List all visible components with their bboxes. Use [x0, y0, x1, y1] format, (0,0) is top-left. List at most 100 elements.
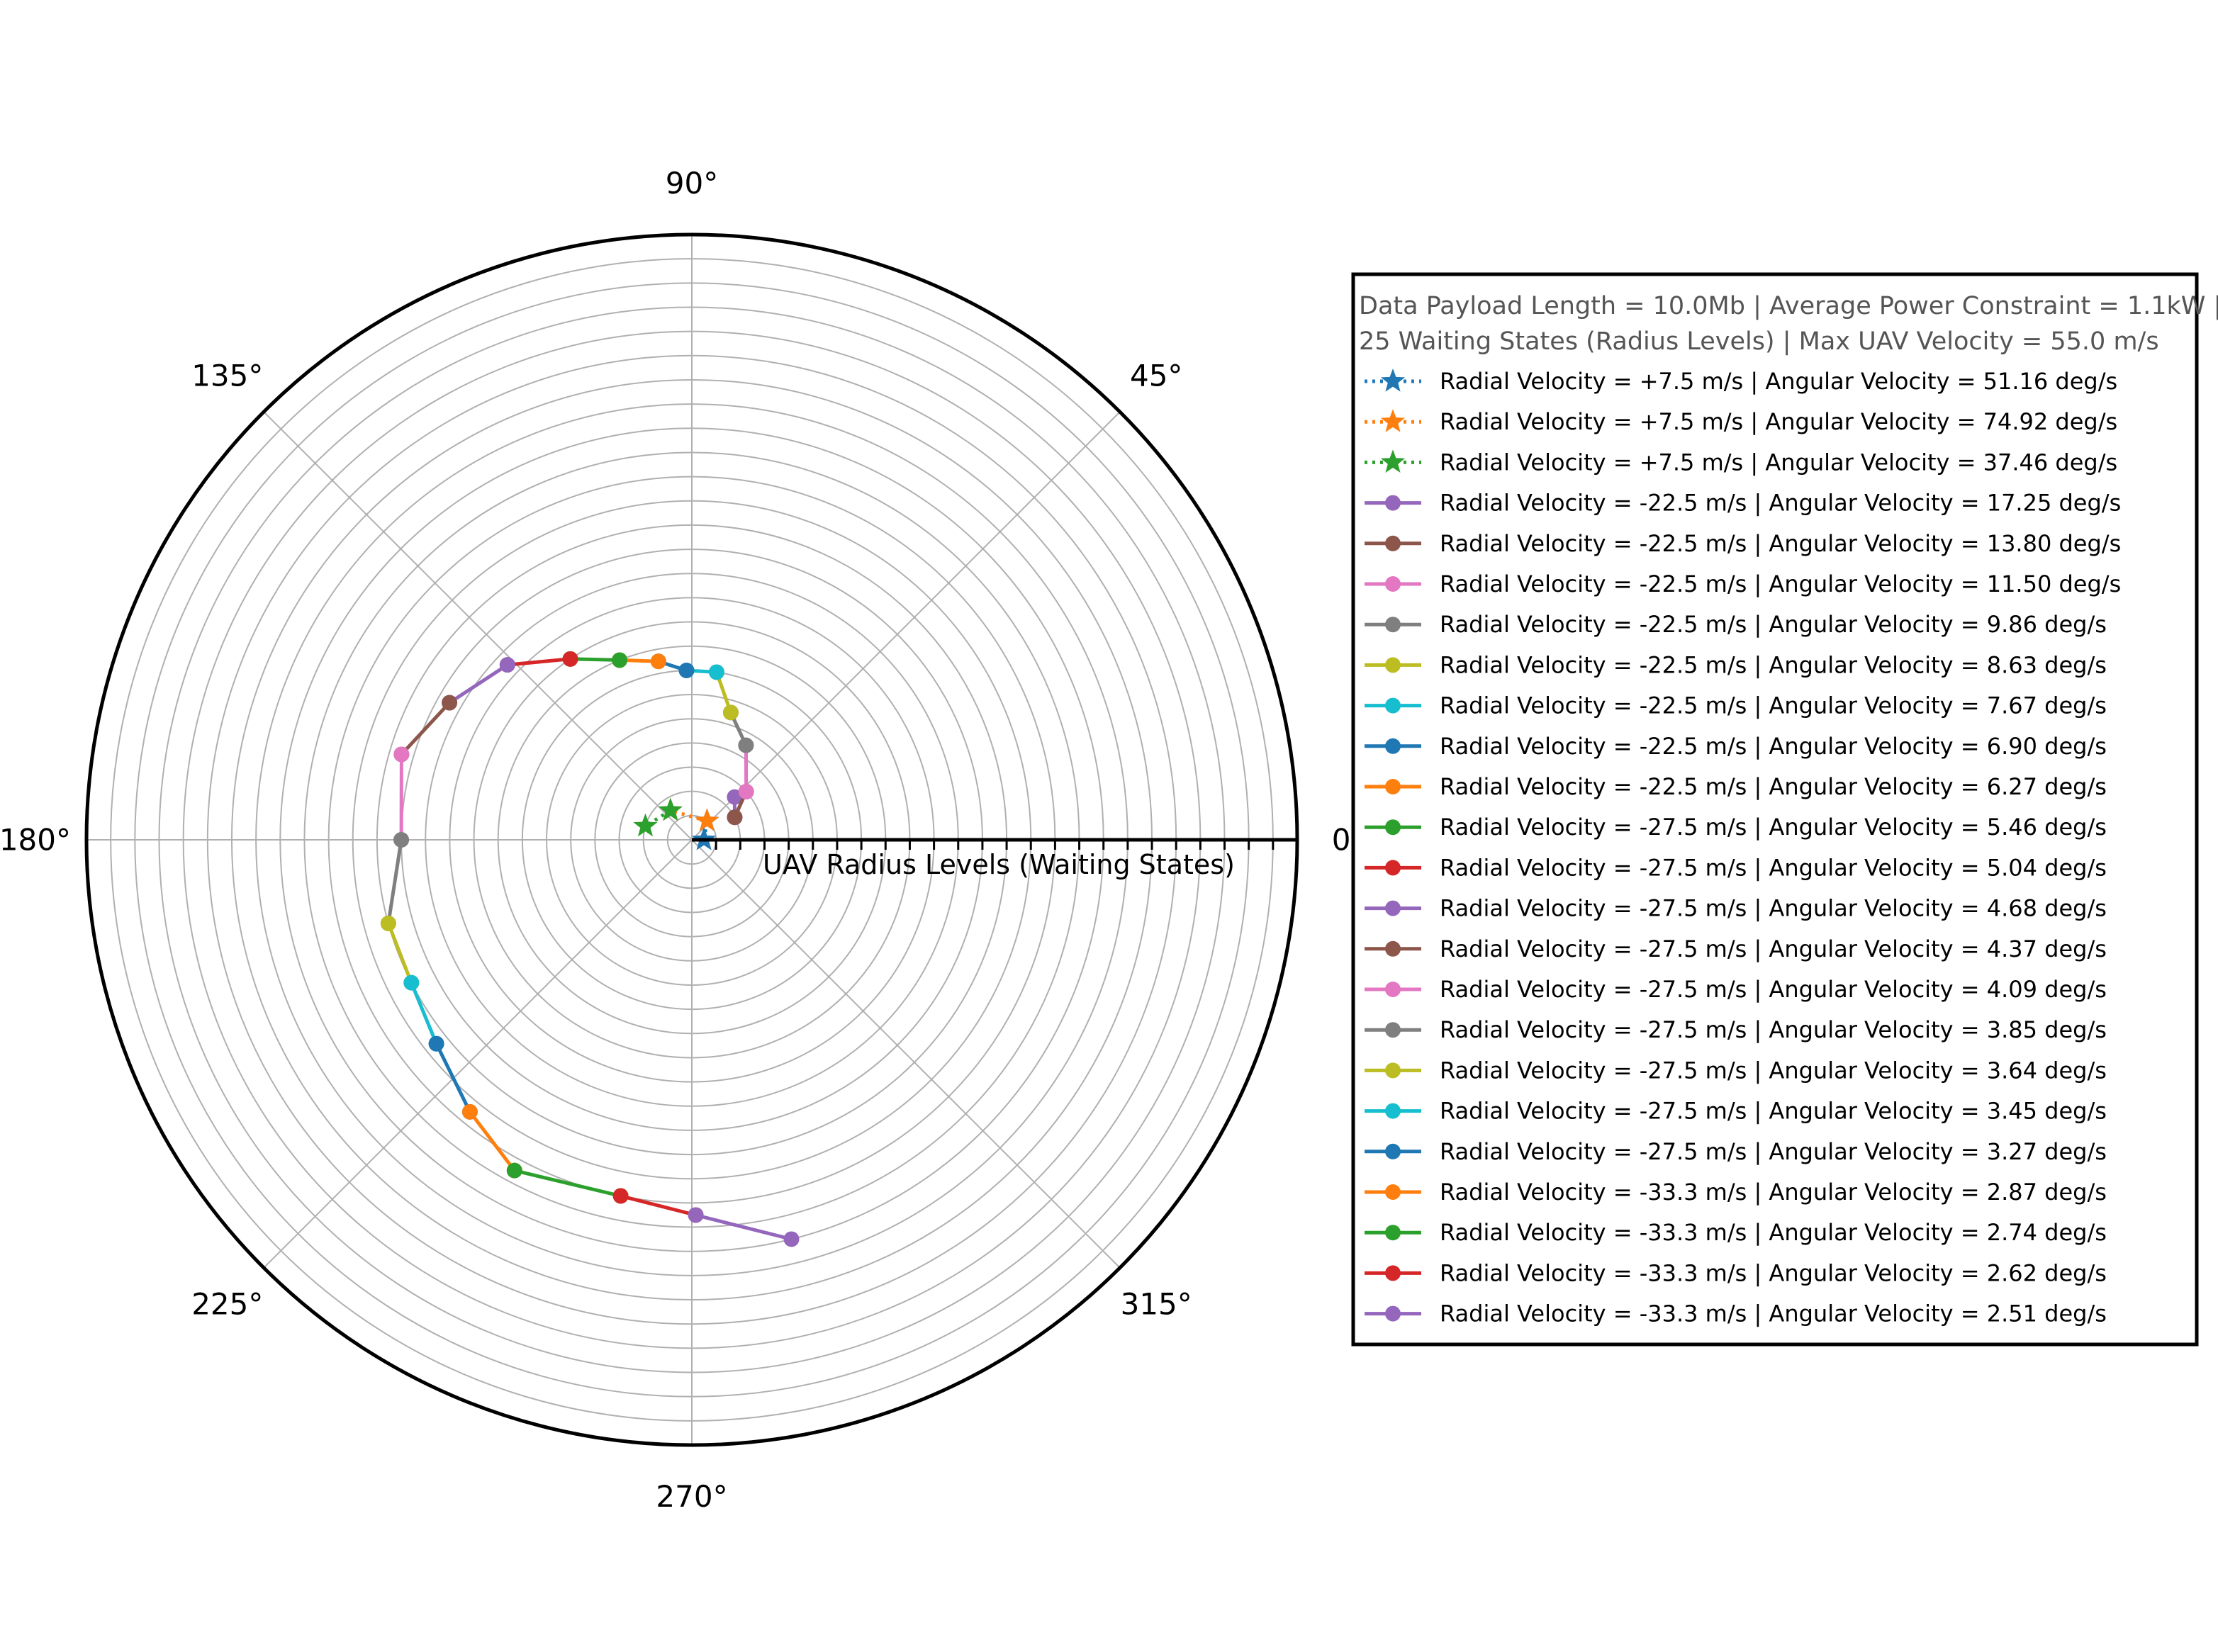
data-point — [562, 651, 578, 667]
legend-label: Radial Velocity = -27.5 m/s | Angular Ve… — [1440, 1016, 2107, 1043]
radial-axis-label: UAV Radius Levels (Waiting States) — [763, 849, 1235, 880]
legend-swatch-marker — [1380, 449, 1406, 473]
angle-tick-label: 180° — [0, 823, 71, 858]
legend-entry: Radial Velocity = +7.5 m/s | Angular Vel… — [1365, 408, 2117, 435]
data-point — [442, 695, 458, 711]
legend-swatch-marker — [1385, 738, 1401, 754]
legend-swatch-marker — [1385, 495, 1401, 511]
data-point — [393, 746, 410, 763]
series-line — [570, 657, 620, 662]
series — [688, 1207, 800, 1247]
legend-entry: Radial Velocity = -33.3 m/s | Angular Ve… — [1365, 1179, 2107, 1206]
legend-swatch-marker — [1380, 409, 1406, 432]
legend-swatch-marker — [1385, 860, 1401, 876]
polar-axes: 0°45°90°135°180°225°270°315°UAV Radius L… — [0, 166, 1365, 1514]
legend-entry: Radial Velocity = -27.5 m/s | Angular Ve… — [1365, 976, 2107, 1003]
data-point — [783, 1231, 800, 1247]
series-line — [435, 1043, 472, 1113]
angular-grid-line — [263, 839, 693, 1269]
legend-swatch-marker — [1385, 1022, 1401, 1038]
legend-entry: Radial Velocity = -22.5 m/s | Angular Ve… — [1365, 490, 2121, 517]
series-line — [514, 1169, 622, 1198]
legend-label: Radial Velocity = -33.3 m/s | Angular Ve… — [1440, 1179, 2107, 1206]
data-point — [650, 653, 666, 670]
legend-label: Radial Velocity = -27.5 m/s | Angular Ve… — [1440, 854, 2107, 881]
legend-label: Radial Velocity = -27.5 m/s | Angular Ve… — [1440, 1057, 2107, 1084]
legend-swatch-marker — [1385, 1103, 1401, 1119]
series — [633, 797, 683, 837]
data-point — [708, 664, 724, 680]
legend-swatch-marker — [1385, 1062, 1401, 1079]
legend-swatch-marker — [1385, 1305, 1401, 1322]
data-point — [499, 657, 515, 673]
angular-grid-line — [263, 411, 693, 841]
legend-title-line: Data Payload Length = 10.0Mb | Average P… — [1359, 292, 2218, 320]
legend-label: Radial Velocity = -33.3 m/s | Angular Ve… — [1440, 1259, 2107, 1286]
legend-label: Radial Velocity = -27.5 m/s | Angular Ve… — [1440, 1138, 2107, 1165]
angle-tick-label: 90° — [666, 166, 718, 201]
legend-swatch-marker — [1385, 535, 1401, 551]
legend-entry: Radial Velocity = -27.5 m/s | Angular Ve… — [1365, 854, 2107, 881]
legend-label: Radial Velocity = -27.5 m/s | Angular Ve… — [1440, 1098, 2107, 1125]
series-line — [448, 663, 509, 704]
legend-swatch-marker — [1385, 1184, 1401, 1200]
legend-label: Radial Velocity = -22.5 m/s | Angular Ve… — [1440, 571, 2121, 597]
legend-swatch-marker — [1385, 657, 1401, 673]
series-layer — [380, 651, 800, 1247]
legend-label: Radial Velocity = +7.5 m/s | Angular Vel… — [1440, 368, 2117, 395]
legend-entry: Radial Velocity = -22.5 m/s | Angular Ve… — [1365, 611, 2107, 638]
data-point — [738, 737, 754, 753]
legend-frame — [1351, 272, 2199, 1347]
legend: Data Payload Length = 10.0Mb | Average P… — [1351, 272, 2218, 1347]
data-point — [727, 789, 743, 805]
series-line — [409, 982, 438, 1045]
data-point — [380, 915, 396, 931]
legend-swatch-marker — [1385, 1143, 1401, 1159]
angular-grid-line — [691, 839, 1121, 1269]
data-point — [688, 1207, 704, 1223]
legend-entry: Radial Velocity = -27.5 m/s | Angular Ve… — [1365, 1016, 2107, 1043]
data-point — [695, 808, 719, 831]
data-point — [727, 809, 743, 826]
angle-tick-label: 45° — [1130, 358, 1182, 393]
legend-label: Radial Velocity = -27.5 m/s | Angular Ve… — [1440, 976, 2107, 1003]
data-point — [658, 797, 683, 821]
series-line — [468, 1111, 516, 1172]
legend-entry: Radial Velocity = -27.5 m/s | Angular Ve… — [1365, 1057, 2107, 1084]
series-line — [670, 809, 708, 823]
angle-tick-label: 315° — [1121, 1287, 1192, 1322]
data-point — [506, 1162, 522, 1179]
legend-entry: Radial Velocity = -22.5 m/s | Angular Ve… — [1365, 651, 2107, 678]
legend-entry: Radial Velocity = -27.5 m/s | Angular Ve… — [1365, 1138, 2107, 1165]
legend-label: Radial Velocity = -22.5 m/s | Angular Ve… — [1440, 773, 2107, 800]
legend-entry: Radial Velocity = -27.5 m/s | Angular Ve… — [1365, 895, 2107, 922]
legend-swatch-marker — [1385, 982, 1401, 997]
data-point — [403, 974, 420, 991]
legend-swatch-marker — [1385, 617, 1401, 633]
data-point — [612, 1188, 629, 1204]
legend-entry: Radial Velocity = -22.5 m/s | Angular Ve… — [1365, 530, 2121, 557]
legend-entry: Radial Velocity = -27.5 m/s | Angular Ve… — [1365, 935, 2107, 962]
legend-label: Radial Velocity = -27.5 m/s | Angular Ve… — [1440, 814, 2107, 841]
legend-label: Radial Velocity = -22.5 m/s | Angular Ve… — [1440, 692, 2107, 719]
data-point — [461, 1103, 478, 1120]
series-line — [400, 701, 451, 756]
legend-entry: Radial Velocity = +7.5 m/s | Angular Vel… — [1365, 449, 2117, 476]
legend-entry: Radial Velocity = -33.3 m/s | Angular Ve… — [1365, 1219, 2107, 1246]
legend-entry: Radial Velocity = +7.5 m/s | Angular Vel… — [1365, 368, 2117, 395]
legend-entry: Radial Velocity = -22.5 m/s | Angular Ve… — [1365, 571, 2121, 597]
series-line — [386, 922, 413, 984]
angle-tick-label: 270° — [656, 1479, 727, 1514]
legend-entry: Radial Velocity = -22.5 m/s | Angular Ve… — [1365, 773, 2107, 800]
legend-entry: Radial Velocity = -27.5 m/s | Angular Ve… — [1365, 1098, 2107, 1125]
angular-grid-line — [691, 411, 1121, 841]
polar-outer-frame — [84, 232, 1299, 1447]
data-point — [738, 784, 754, 800]
series-line — [620, 1194, 697, 1217]
legend-label: Radial Velocity = -22.5 m/s | Angular Ve… — [1440, 611, 2107, 638]
legend-label: Radial Velocity = -22.5 m/s | Angular Ve… — [1440, 530, 2121, 557]
legend-label: Radial Velocity = -22.5 m/s | Angular Ve… — [1440, 651, 2107, 678]
legend-swatch-marker — [1385, 940, 1401, 957]
legend-entry: Radial Velocity = -27.5 m/s | Angular Ve… — [1365, 814, 2107, 841]
